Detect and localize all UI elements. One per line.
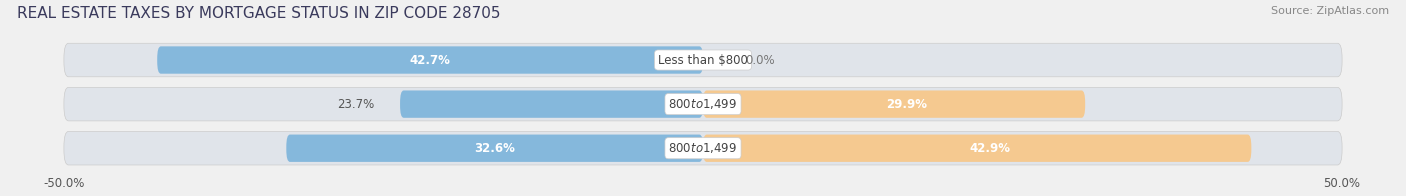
FancyBboxPatch shape [63,87,1343,121]
Text: 29.9%: 29.9% [886,98,928,111]
Text: 23.7%: 23.7% [336,98,374,111]
Text: 42.9%: 42.9% [970,142,1011,155]
Text: $800 to $1,499: $800 to $1,499 [668,141,738,155]
FancyBboxPatch shape [63,132,1343,165]
FancyBboxPatch shape [287,135,703,162]
FancyBboxPatch shape [401,91,703,118]
FancyBboxPatch shape [157,46,703,74]
Text: 42.7%: 42.7% [409,54,450,66]
Text: Less than $800: Less than $800 [658,54,748,66]
FancyBboxPatch shape [63,43,1343,77]
FancyBboxPatch shape [703,91,1085,118]
Text: 0.0%: 0.0% [745,54,775,66]
Text: 32.6%: 32.6% [474,142,515,155]
Text: $800 to $1,499: $800 to $1,499 [668,97,738,111]
Text: Source: ZipAtlas.com: Source: ZipAtlas.com [1271,6,1389,16]
FancyBboxPatch shape [703,135,1251,162]
Text: REAL ESTATE TAXES BY MORTGAGE STATUS IN ZIP CODE 28705: REAL ESTATE TAXES BY MORTGAGE STATUS IN … [17,6,501,21]
